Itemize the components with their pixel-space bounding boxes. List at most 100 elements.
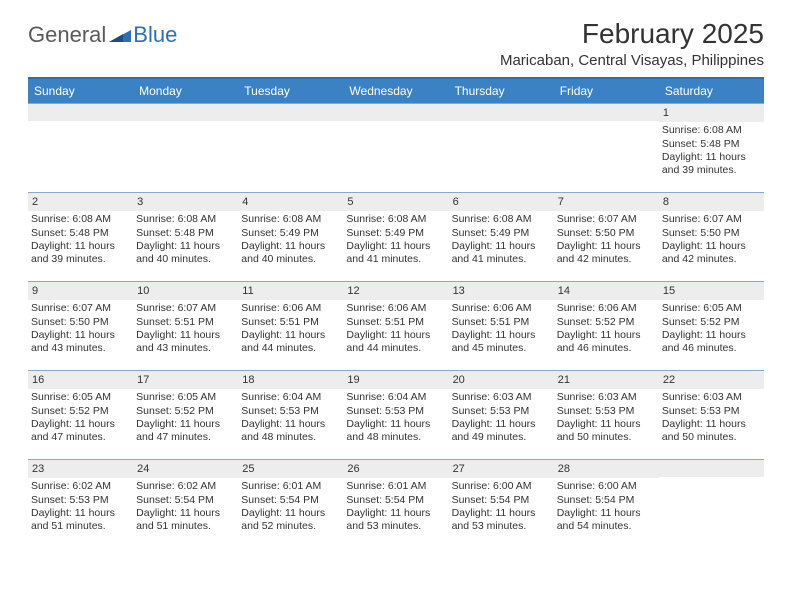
sunrise-text: Sunrise: 6:07 AM bbox=[557, 213, 656, 226]
day-cell: 22Sunrise: 6:03 AMSunset: 5:53 PMDayligh… bbox=[659, 371, 764, 459]
week-row: 1Sunrise: 6:08 AMSunset: 5:48 PMDaylight… bbox=[28, 103, 764, 192]
sunset-text: Sunset: 5:48 PM bbox=[136, 227, 235, 240]
dow-row: Sunday Monday Tuesday Wednesday Thursday… bbox=[28, 79, 764, 103]
daylight-text: Daylight: 11 hours and 49 minutes. bbox=[452, 418, 551, 445]
sunrise-text: Sunrise: 6:06 AM bbox=[452, 302, 551, 315]
day-number: 26 bbox=[343, 460, 448, 478]
day-body: Sunrise: 6:04 AMSunset: 5:53 PMDaylight:… bbox=[343, 389, 448, 449]
day-body: Sunrise: 6:02 AMSunset: 5:54 PMDaylight:… bbox=[133, 478, 238, 538]
day-cell: 5Sunrise: 6:08 AMSunset: 5:49 PMDaylight… bbox=[343, 193, 448, 281]
day-number: 8 bbox=[659, 193, 764, 211]
day-number: 3 bbox=[133, 193, 238, 211]
sunrise-text: Sunrise: 6:07 AM bbox=[136, 302, 235, 315]
day-body: Sunrise: 6:06 AMSunset: 5:51 PMDaylight:… bbox=[343, 300, 448, 360]
sunrise-text: Sunrise: 6:06 AM bbox=[346, 302, 445, 315]
empty-day bbox=[554, 104, 659, 121]
dow-saturday: Saturday bbox=[659, 79, 764, 103]
sunrise-text: Sunrise: 6:05 AM bbox=[31, 391, 130, 404]
day-cell: 2Sunrise: 6:08 AMSunset: 5:48 PMDaylight… bbox=[28, 193, 133, 281]
sunrise-text: Sunrise: 6:05 AM bbox=[136, 391, 235, 404]
sunrise-text: Sunrise: 6:05 AM bbox=[662, 302, 761, 315]
week-row: 16Sunrise: 6:05 AMSunset: 5:52 PMDayligh… bbox=[28, 370, 764, 459]
empty-day bbox=[133, 104, 238, 121]
sunset-text: Sunset: 5:49 PM bbox=[346, 227, 445, 240]
day-cell: 25Sunrise: 6:01 AMSunset: 5:54 PMDayligh… bbox=[238, 460, 343, 548]
day-cell: 6Sunrise: 6:08 AMSunset: 5:49 PMDaylight… bbox=[449, 193, 554, 281]
day-cell bbox=[554, 104, 659, 192]
daylight-text: Daylight: 11 hours and 48 minutes. bbox=[346, 418, 445, 445]
sunset-text: Sunset: 5:51 PM bbox=[241, 316, 340, 329]
day-number: 15 bbox=[659, 282, 764, 300]
sunrise-text: Sunrise: 6:04 AM bbox=[241, 391, 340, 404]
day-number: 22 bbox=[659, 371, 764, 389]
day-cell: 1Sunrise: 6:08 AMSunset: 5:48 PMDaylight… bbox=[659, 104, 764, 192]
day-number: 20 bbox=[449, 371, 554, 389]
sunrise-text: Sunrise: 6:03 AM bbox=[557, 391, 656, 404]
sunrise-text: Sunrise: 6:02 AM bbox=[136, 480, 235, 493]
day-cell bbox=[659, 460, 764, 548]
sunset-text: Sunset: 5:54 PM bbox=[241, 494, 340, 507]
day-body: Sunrise: 6:06 AMSunset: 5:52 PMDaylight:… bbox=[554, 300, 659, 360]
day-number: 27 bbox=[449, 460, 554, 478]
day-body: Sunrise: 6:08 AMSunset: 5:49 PMDaylight:… bbox=[238, 211, 343, 271]
day-cell: 12Sunrise: 6:06 AMSunset: 5:51 PMDayligh… bbox=[343, 282, 448, 370]
day-body: Sunrise: 6:08 AMSunset: 5:48 PMDaylight:… bbox=[133, 211, 238, 271]
sunrise-text: Sunrise: 6:00 AM bbox=[452, 480, 551, 493]
sunrise-text: Sunrise: 6:07 AM bbox=[662, 213, 761, 226]
daylight-text: Daylight: 11 hours and 52 minutes. bbox=[241, 507, 340, 534]
day-number: 16 bbox=[28, 371, 133, 389]
day-number: 9 bbox=[28, 282, 133, 300]
sunset-text: Sunset: 5:52 PM bbox=[557, 316, 656, 329]
sunset-text: Sunset: 5:49 PM bbox=[241, 227, 340, 240]
sunrise-text: Sunrise: 6:06 AM bbox=[557, 302, 656, 315]
sunset-text: Sunset: 5:53 PM bbox=[31, 494, 130, 507]
daylight-text: Daylight: 11 hours and 48 minutes. bbox=[241, 418, 340, 445]
empty-day bbox=[343, 104, 448, 121]
daylight-text: Daylight: 11 hours and 45 minutes. bbox=[452, 329, 551, 356]
day-cell: 4Sunrise: 6:08 AMSunset: 5:49 PMDaylight… bbox=[238, 193, 343, 281]
title-block: February 2025 Maricaban, Central Visayas… bbox=[500, 18, 764, 69]
day-body: Sunrise: 6:07 AMSunset: 5:50 PMDaylight:… bbox=[554, 211, 659, 271]
sunrise-text: Sunrise: 6:02 AM bbox=[31, 480, 130, 493]
daylight-text: Daylight: 11 hours and 47 minutes. bbox=[31, 418, 130, 445]
empty-day bbox=[28, 104, 133, 121]
sunset-text: Sunset: 5:53 PM bbox=[557, 405, 656, 418]
day-body: Sunrise: 6:05 AMSunset: 5:52 PMDaylight:… bbox=[659, 300, 764, 360]
sunrise-text: Sunrise: 6:08 AM bbox=[452, 213, 551, 226]
day-cell: 15Sunrise: 6:05 AMSunset: 5:52 PMDayligh… bbox=[659, 282, 764, 370]
sunset-text: Sunset: 5:52 PM bbox=[662, 316, 761, 329]
day-body: Sunrise: 6:03 AMSunset: 5:53 PMDaylight:… bbox=[554, 389, 659, 449]
sunrise-text: Sunrise: 6:01 AM bbox=[241, 480, 340, 493]
daylight-text: Daylight: 11 hours and 39 minutes. bbox=[662, 151, 761, 178]
day-number: 21 bbox=[554, 371, 659, 389]
daylight-text: Daylight: 11 hours and 41 minutes. bbox=[346, 240, 445, 267]
daylight-text: Daylight: 11 hours and 40 minutes. bbox=[241, 240, 340, 267]
day-body: Sunrise: 6:06 AMSunset: 5:51 PMDaylight:… bbox=[449, 300, 554, 360]
day-cell: 28Sunrise: 6:00 AMSunset: 5:54 PMDayligh… bbox=[554, 460, 659, 548]
sunset-text: Sunset: 5:54 PM bbox=[346, 494, 445, 507]
dow-sunday: Sunday bbox=[28, 79, 133, 103]
sunset-text: Sunset: 5:51 PM bbox=[346, 316, 445, 329]
empty-day bbox=[238, 104, 343, 121]
day-cell bbox=[238, 104, 343, 192]
sunrise-text: Sunrise: 6:08 AM bbox=[241, 213, 340, 226]
day-number: 11 bbox=[238, 282, 343, 300]
sunset-text: Sunset: 5:54 PM bbox=[452, 494, 551, 507]
day-body: Sunrise: 6:05 AMSunset: 5:52 PMDaylight:… bbox=[28, 389, 133, 449]
day-body: Sunrise: 6:07 AMSunset: 5:50 PMDaylight:… bbox=[28, 300, 133, 360]
daylight-text: Daylight: 11 hours and 44 minutes. bbox=[346, 329, 445, 356]
daylight-text: Daylight: 11 hours and 42 minutes. bbox=[662, 240, 761, 267]
logo-text-general: General bbox=[28, 22, 106, 48]
sunset-text: Sunset: 5:48 PM bbox=[662, 138, 761, 151]
sunset-text: Sunset: 5:50 PM bbox=[662, 227, 761, 240]
week-row: 23Sunrise: 6:02 AMSunset: 5:53 PMDayligh… bbox=[28, 459, 764, 548]
day-body: Sunrise: 6:00 AMSunset: 5:54 PMDaylight:… bbox=[554, 478, 659, 538]
day-cell: 26Sunrise: 6:01 AMSunset: 5:54 PMDayligh… bbox=[343, 460, 448, 548]
daylight-text: Daylight: 11 hours and 51 minutes. bbox=[31, 507, 130, 534]
sunrise-text: Sunrise: 6:03 AM bbox=[452, 391, 551, 404]
sunset-text: Sunset: 5:50 PM bbox=[557, 227, 656, 240]
day-body: Sunrise: 6:08 AMSunset: 5:49 PMDaylight:… bbox=[449, 211, 554, 271]
sunrise-text: Sunrise: 6:00 AM bbox=[557, 480, 656, 493]
sunrise-text: Sunrise: 6:08 AM bbox=[31, 213, 130, 226]
dow-tuesday: Tuesday bbox=[238, 79, 343, 103]
